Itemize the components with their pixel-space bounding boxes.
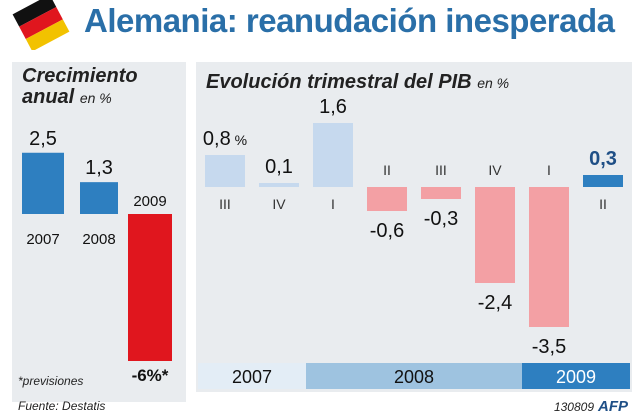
annual-title-line1: Crecimiento: [22, 65, 138, 87]
quarter-bar: [583, 175, 623, 187]
quarter-bar: [205, 155, 245, 187]
year-band: [198, 363, 306, 389]
source-note: Fuente: Destatis: [18, 399, 106, 413]
year-band-label: 2008: [394, 367, 434, 387]
annual-title: Crecimiento anual en %: [22, 66, 138, 109]
quarter-category-label: I: [547, 162, 551, 178]
quarter-category-label: II: [383, 162, 391, 178]
quarter-value-label: -3,5: [532, 336, 566, 358]
quarter-bar: [313, 123, 353, 187]
quarter-value-label: -2,4: [478, 292, 512, 314]
quarter-category-label: IV: [272, 196, 286, 212]
annual-value-label: -6%*: [132, 366, 169, 385]
credit-code: 130809: [553, 400, 594, 414]
afp-logo: AFP: [598, 398, 628, 415]
quarter-value-label: 1,6: [319, 96, 347, 118]
page-title: Alemania: reanudación inesperada: [84, 2, 615, 39]
quarter-bar: [367, 187, 407, 211]
annual-value-label: 1,3: [85, 157, 113, 179]
annual-category-label: 2009: [133, 193, 166, 210]
annual-value-label: 2,5: [29, 128, 57, 150]
quarter-bar: [529, 187, 569, 327]
header: Alemania: reanudación inesperada: [0, 0, 640, 50]
quarter-value-label: 0,3: [589, 148, 617, 170]
quarterly-title-text: Evolución trimestral del PIB: [206, 71, 472, 93]
quarter-category-label: III: [219, 196, 231, 212]
annual-category-label: 2008: [82, 231, 115, 248]
annual-title-line2: anual: [22, 86, 75, 108]
annual-bar: [80, 182, 118, 214]
quarterly-unit: en %: [477, 75, 510, 91]
quarter-category-label: I: [331, 196, 335, 212]
annual-bar: [22, 152, 64, 214]
quarter-value-label: 0,8 %: [203, 128, 247, 150]
annual-unit: en %: [79, 90, 112, 106]
credit: 130809 AFP: [554, 398, 628, 415]
year-band: [306, 363, 522, 389]
annual-chart: 2,5 2007 1,3 2008 2009 -6%*: [22, 128, 172, 385]
annual-bar: [128, 214, 172, 361]
quarter-value-label: 0,1: [265, 156, 293, 178]
german-flag-icon: [12, 0, 70, 50]
year-band-label: 2007: [232, 367, 272, 387]
forecast-footnote: *previsiones: [18, 374, 84, 388]
quarterly-title: Evolución trimestral del PIB en %: [206, 72, 509, 94]
quarter-bar: [475, 187, 515, 283]
year-band: [522, 363, 630, 389]
quarter-category-label: III: [435, 162, 447, 178]
annual-category-label: 2007: [26, 231, 59, 248]
quarter-value-label: -0,6: [370, 220, 404, 242]
quarter-category-label: IV: [488, 162, 502, 178]
quarter-bar: [259, 183, 299, 187]
quarter-bar: [421, 187, 461, 199]
year-band-label: 2009: [556, 367, 596, 387]
quarter-value-label: -0,3: [424, 208, 458, 230]
quarter-category-label: II: [599, 196, 607, 212]
